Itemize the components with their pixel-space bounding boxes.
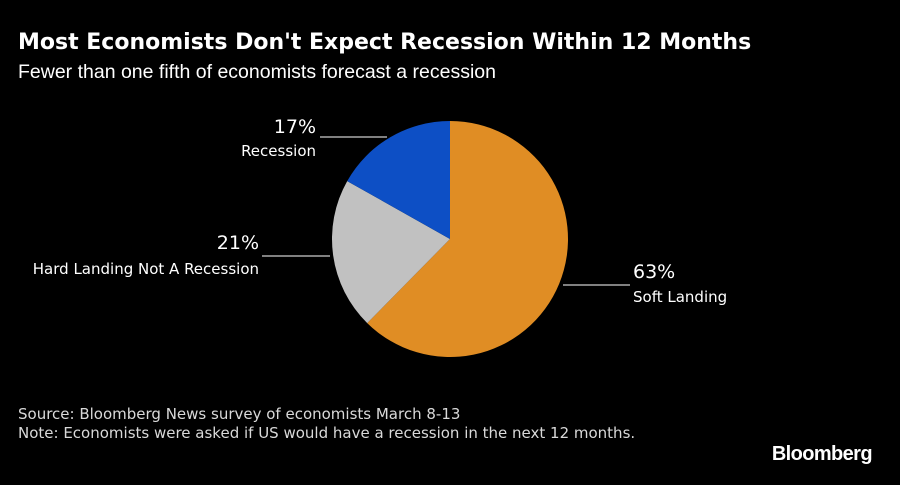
slice-label-hard-landing: Hard Landing Not A Recession: [33, 260, 259, 278]
pie-slice-hard-landing-not-a-recession: [332, 181, 450, 324]
slice-value-hard-landing: 21%: [217, 232, 259, 254]
chart-footer: Source: Bloomberg News survey of economi…: [18, 405, 678, 443]
slice-label-recession: Recession: [241, 142, 316, 160]
footnote: Note: Economists were asked if US would …: [18, 424, 636, 442]
pie-slices: [332, 121, 568, 358]
pie-slice-recession: [347, 121, 450, 239]
source-note: Source: Bloomberg News survey of economi…: [18, 405, 461, 423]
slice-value-soft-landing: 63%: [633, 261, 675, 283]
chart-title: Most Economists Don't Expect Recession W…: [18, 30, 752, 55]
slice-value-recession: 17%: [274, 116, 316, 138]
pie-slice-soft-landing: [367, 121, 568, 358]
bloomberg-logo: Bloomberg: [771, 443, 873, 465]
slice-label-soft-landing: Soft Landing: [633, 288, 727, 306]
chart-subtitle: Fewer than one fifth of economists forec…: [18, 61, 496, 83]
